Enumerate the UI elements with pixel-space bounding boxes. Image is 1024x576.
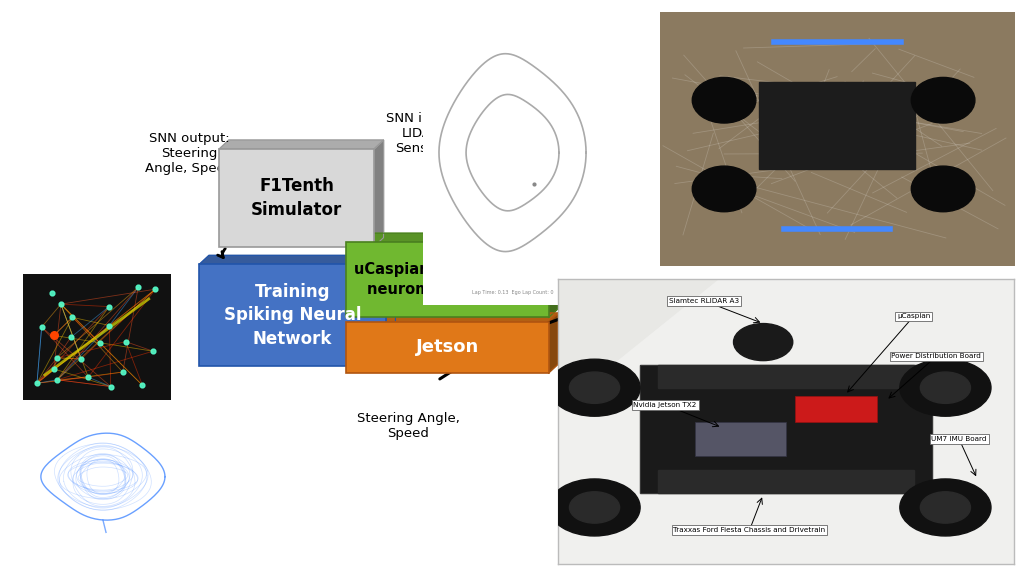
- Point: [34, 323, 50, 332]
- Point: [144, 347, 161, 356]
- Text: SNN output:
Steering
Angle, Speed: SNN output: Steering Angle, Speed: [145, 132, 233, 175]
- Polygon shape: [658, 471, 913, 493]
- Polygon shape: [549, 233, 558, 317]
- Point: [46, 331, 62, 340]
- Circle shape: [569, 372, 620, 403]
- Circle shape: [549, 359, 640, 416]
- Text: SNN input:
LIDAR
Sensors: SNN input: LIDAR Sensors: [386, 112, 457, 155]
- Polygon shape: [760, 82, 914, 169]
- FancyBboxPatch shape: [694, 422, 786, 456]
- Point: [118, 337, 134, 346]
- Polygon shape: [346, 313, 558, 322]
- Point: [29, 378, 45, 388]
- Circle shape: [900, 359, 991, 416]
- Polygon shape: [386, 255, 395, 366]
- Point: [46, 331, 62, 340]
- Point: [115, 367, 131, 377]
- Text: Lap Time: 0.13  Ego Lap Count: 0: Lap Time: 0.13 Ego Lap Count: 0: [472, 290, 553, 295]
- Point: [65, 313, 81, 322]
- Polygon shape: [558, 279, 718, 408]
- Circle shape: [921, 372, 971, 403]
- Text: Best Evolved
SNN: Best Evolved SNN: [269, 297, 355, 325]
- Circle shape: [911, 166, 975, 212]
- Text: μCaspian: μCaspian: [897, 313, 930, 320]
- Point: [80, 373, 96, 382]
- Polygon shape: [640, 365, 932, 493]
- Circle shape: [921, 492, 971, 523]
- Circle shape: [692, 77, 756, 123]
- Circle shape: [569, 492, 620, 523]
- Point: [62, 333, 79, 342]
- Text: Training
Spiking Neural
Network: Training Spiking Neural Network: [224, 283, 361, 348]
- Point: [134, 381, 151, 390]
- Point: [147, 285, 164, 294]
- Point: [52, 300, 69, 309]
- FancyBboxPatch shape: [346, 322, 549, 373]
- Text: uCaspian (FPGA-based
neuromorphic chip): uCaspian (FPGA-based neuromorphic chip): [354, 263, 541, 297]
- Text: Traxxas Ford Fiesta Chassis and Drivetrain: Traxxas Ford Fiesta Chassis and Drivetra…: [674, 527, 825, 533]
- Point: [102, 382, 119, 391]
- Polygon shape: [374, 140, 384, 247]
- Point: [49, 375, 66, 384]
- Point: [73, 354, 89, 363]
- Point: [92, 339, 109, 348]
- Text: F1Tenth
Simulator: F1Tenth Simulator: [251, 177, 342, 218]
- Polygon shape: [200, 255, 395, 264]
- Polygon shape: [549, 313, 558, 373]
- Circle shape: [900, 479, 991, 536]
- Circle shape: [549, 479, 640, 536]
- Circle shape: [692, 166, 756, 212]
- Point: [130, 283, 146, 292]
- Text: Nvidia Jetson TX2: Nvidia Jetson TX2: [634, 402, 697, 408]
- FancyBboxPatch shape: [200, 264, 386, 366]
- Point: [101, 302, 118, 311]
- Circle shape: [733, 324, 793, 361]
- Text: Steering Angle,
Speed: Steering Angle, Speed: [356, 412, 460, 440]
- Polygon shape: [658, 365, 913, 388]
- FancyBboxPatch shape: [346, 242, 549, 317]
- Text: UM7 IMU Board: UM7 IMU Board: [932, 436, 987, 442]
- FancyBboxPatch shape: [219, 149, 374, 247]
- Text: Slamtec RLIDAR A3: Slamtec RLIDAR A3: [669, 298, 739, 304]
- Text: Power Distribution Board: Power Distribution Board: [891, 353, 981, 359]
- Polygon shape: [346, 233, 558, 242]
- Text: LIDAR
Sensors: LIDAR Sensors: [420, 241, 472, 270]
- Text: Jetson: Jetson: [416, 339, 479, 357]
- FancyBboxPatch shape: [795, 396, 877, 422]
- Point: [101, 321, 118, 330]
- Point: [44, 289, 60, 298]
- Circle shape: [911, 77, 975, 123]
- Polygon shape: [219, 140, 384, 149]
- Point: [46, 365, 62, 374]
- Point: [49, 353, 66, 362]
